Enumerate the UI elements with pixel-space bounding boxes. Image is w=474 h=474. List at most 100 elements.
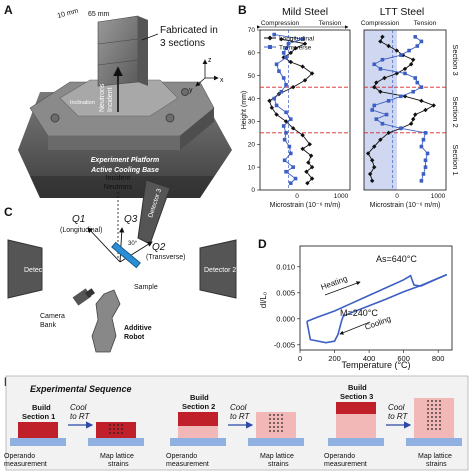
dilatometry-xlabel: Temperature (°C) bbox=[341, 360, 410, 370]
transverse-point bbox=[370, 108, 374, 112]
transverse-point bbox=[399, 94, 403, 99]
q2-label: Q2 bbox=[152, 242, 166, 253]
transverse-point bbox=[419, 85, 424, 89]
measurement-point bbox=[113, 428, 115, 430]
fabricated-leader bbox=[141, 33, 159, 41]
cooled-block bbox=[414, 398, 454, 438]
measurement-point bbox=[427, 428, 429, 430]
ytick-label: 40 bbox=[248, 96, 256, 103]
longitudinal-point bbox=[309, 71, 315, 76]
substrate-icon bbox=[248, 438, 304, 446]
transverse-point bbox=[286, 41, 291, 46]
longitudinal-point bbox=[382, 75, 387, 81]
measurement-point bbox=[431, 408, 433, 410]
transverse-point bbox=[421, 137, 426, 142]
build1-label-2: Section 1 bbox=[22, 412, 55, 421]
camera-label-1: Camera bbox=[40, 313, 65, 320]
longitudinal-point bbox=[293, 46, 298, 51]
incident-label-1: Incident bbox=[106, 175, 131, 182]
measurement-point bbox=[277, 414, 279, 416]
measurement-point bbox=[281, 414, 283, 416]
operando-1-line2: measurement bbox=[4, 461, 47, 468]
longitudinal-point bbox=[288, 50, 293, 56]
measurement-point bbox=[427, 420, 429, 422]
transverse-point bbox=[372, 62, 377, 67]
measurement-point bbox=[435, 404, 437, 406]
detector-1-label: Detector 1 bbox=[24, 267, 56, 274]
transverse-point bbox=[272, 32, 277, 37]
legend-diamond-icon bbox=[267, 35, 273, 41]
d-ytick-label: 0.000 bbox=[276, 314, 295, 323]
q2-sub-label: (Transverse) bbox=[146, 254, 185, 261]
robot-label-2: Robot bbox=[124, 334, 145, 341]
transverse-point bbox=[288, 117, 293, 121]
transverse-point bbox=[378, 67, 383, 71]
panel-label-c: C bbox=[4, 205, 13, 219]
substrate-icon bbox=[406, 438, 462, 446]
longitudinal-point bbox=[394, 48, 399, 53]
longitudinal-point bbox=[413, 112, 418, 117]
longitudinal-point bbox=[431, 103, 436, 108]
measurement-point bbox=[439, 416, 441, 418]
longitudinal-point bbox=[290, 126, 296, 131]
panel-c: C Detector 1 Detector 2 Detector 3 Incid… bbox=[4, 175, 237, 353]
measurement-point bbox=[439, 400, 441, 402]
operando-3-line1: Operando bbox=[324, 453, 355, 460]
measurement-point bbox=[117, 424, 119, 426]
measurement-point bbox=[427, 408, 429, 410]
map-1-line1: Map lattice bbox=[100, 453, 134, 460]
d-ytick-label: -0.005 bbox=[274, 340, 295, 349]
cooling-curve bbox=[306, 273, 448, 344]
measurement-point bbox=[431, 424, 433, 426]
ltt-plot-frame bbox=[363, 29, 447, 191]
transverse-point bbox=[284, 83, 288, 87]
measurement-point bbox=[277, 430, 279, 432]
measurement-point bbox=[431, 428, 433, 430]
y-axis-icon bbox=[195, 77, 206, 87]
cooled-block bbox=[96, 422, 136, 438]
d-xtick-label: 800 bbox=[432, 354, 445, 363]
longitudinal-point bbox=[300, 132, 305, 138]
measurement-point bbox=[439, 428, 441, 430]
measurement-point bbox=[273, 418, 275, 420]
ltt-steel-title: LTT Steel bbox=[380, 6, 425, 18]
camera-lens-icon bbox=[85, 288, 95, 298]
transverse-point bbox=[281, 51, 286, 55]
measurement-point bbox=[435, 424, 437, 426]
section-block-red bbox=[336, 402, 376, 414]
ltt-xlabel: Microstrain (10⁻⁶ m/m) bbox=[370, 202, 441, 209]
longitudinal-point bbox=[300, 64, 305, 69]
sample-icon bbox=[111, 241, 141, 269]
ltt-compression-shade bbox=[364, 30, 397, 190]
q1-vector bbox=[87, 227, 121, 263]
longitudinal-point bbox=[305, 180, 310, 186]
ytick-label: 60 bbox=[248, 50, 256, 57]
measurement-point bbox=[109, 428, 111, 430]
transverse-point bbox=[399, 53, 403, 57]
d-ytick-label: 0.010 bbox=[276, 262, 295, 271]
cool-2-line1: Cool bbox=[230, 403, 247, 412]
longitudinal-point bbox=[269, 105, 275, 110]
longitudinal-point bbox=[423, 107, 428, 113]
mild-steel-title: Mild Steel bbox=[282, 6, 328, 18]
transverse-point bbox=[419, 144, 424, 149]
q1-label: Q1 bbox=[72, 214, 85, 225]
section-block-pink bbox=[336, 414, 376, 438]
measurement-point bbox=[427, 412, 429, 414]
longitudinal-point bbox=[302, 41, 308, 46]
detector-2-icon bbox=[199, 239, 237, 299]
transverse-point bbox=[284, 55, 288, 60]
transverse-point bbox=[421, 172, 426, 176]
transverse-point bbox=[425, 151, 430, 156]
transverse-point bbox=[415, 44, 420, 48]
transverse-point bbox=[403, 71, 407, 76]
longitudinal-point bbox=[274, 112, 279, 117]
longitudinal-point bbox=[378, 89, 383, 94]
map-2-line1: Map lattice bbox=[260, 453, 294, 460]
inclination-label: Inclination bbox=[70, 100, 95, 106]
bolt-icon bbox=[165, 113, 175, 123]
legend-longitudinal-label: Longitudinal bbox=[279, 36, 315, 43]
strain-map-dots bbox=[109, 400, 441, 434]
cool-1-line2: to RT bbox=[70, 412, 91, 421]
